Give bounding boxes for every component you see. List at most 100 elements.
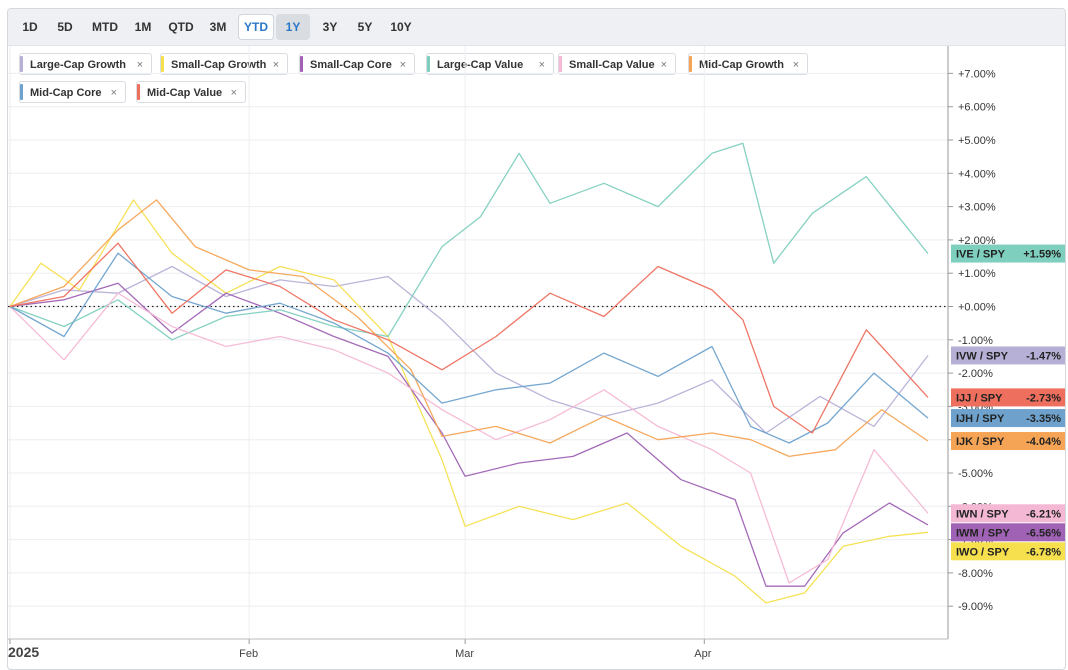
series-line [9,292,929,584]
series-line [9,142,929,341]
series-line [9,199,929,458]
end-label-ticker: IJK / SPY [956,436,1005,448]
series-line [9,242,929,434]
series-end-label: IWO / SPY -6.78% [951,542,1065,561]
chart-panel: 1D 5D MTD 1M QTD 3M YTD 1Y 3Y 5Y 10Y Large-Cap Gro… [7,8,1066,670]
y-tick-label: +3.00% [958,202,996,214]
close-icon[interactable]: × [399,59,406,71]
range-button-mtd[interactable]: MTD [92,20,118,34]
x-tick-label: Apr [694,648,711,660]
end-label-box [951,432,1065,451]
series-line [9,252,929,444]
range-button-ytd[interactable]: YTD [238,14,274,40]
y-tick-label: +0.00% [958,302,996,314]
end-label-ticker: IVW / SPY [956,350,1009,362]
legend-label: Small-Cap Growth [171,59,267,71]
y-tick-label: +6.00% [958,102,996,114]
range-button-qtd[interactable]: QTD [168,20,194,34]
close-icon[interactable]: × [110,87,117,99]
range-button-3y[interactable]: 3Y [322,20,338,34]
series-end-label: IJK / SPY -4.04% [951,432,1065,451]
end-label-value: -4.04% [1026,436,1061,448]
legend-swatch [559,56,562,72]
line-chart: 2025 Feb Mar Apr +7.00% +6.00% +5.00% +4.00% +3.… [8,46,1065,660]
close-icon[interactable]: × [272,59,279,71]
legend-chip[interactable]: Mid-Cap Growth × [688,53,808,75]
y-tick-label: -5.00% [958,468,993,480]
legend-label: Small-Cap Core [310,59,392,71]
range-button-5d[interactable]: 5D [57,20,73,34]
series-line [9,265,929,434]
end-label-value: -6.21% [1026,508,1061,520]
end-label-box [951,388,1065,407]
x-tick-label: 2025 [8,644,39,660]
end-label-box [951,523,1065,542]
end-label-ticker: IJJ / SPY [956,392,1003,404]
range-button-5y[interactable]: 5Y [357,20,373,34]
legend-chip[interactable]: Small-Cap Growth × [160,53,288,75]
series-line [9,199,929,604]
end-label-ticker: IWN / SPY [956,508,1009,520]
range-button-10y[interactable]: 10Y [390,20,412,34]
y-tick-label: -7.00% [958,535,993,547]
range-button-3m[interactable]: 3M [209,20,227,34]
range-button-1m[interactable]: 1M [134,20,152,34]
y-tick-label: -9.00% [958,601,993,613]
y-tick-label: +4.00% [958,168,996,180]
end-label-ticker: IJH / SPY [956,413,1005,425]
end-label-value: -6.78% [1026,546,1061,558]
legend-chip[interactable]: Mid-Cap Core × [19,81,126,103]
end-label-box [951,542,1065,561]
legend-label: Small-Cap Value [569,59,655,71]
y-tick-label: -2.00% [958,368,993,380]
end-label-ticker: IVE / SPY [956,249,1006,261]
y-tick-label: +2.00% [958,235,996,247]
close-icon[interactable]: × [230,87,237,99]
y-tick-label: -8.00% [958,568,993,580]
end-label-value: -2.73% [1026,392,1061,404]
series-end-label: IVE / SPY +1.59% [951,244,1065,263]
end-label-ticker: IWO / SPY [956,546,1010,558]
series-end-label: IJH / SPY -3.35% [951,409,1065,428]
y-tick-label: -4.00% [958,435,993,447]
x-tick-label: Feb [239,648,258,660]
legend-label: Large-Cap Growth [30,59,126,71]
legend-chip[interactable]: Small-Cap Value × [558,53,676,75]
close-icon[interactable]: × [136,59,143,71]
series-line [9,282,929,587]
close-icon[interactable]: × [792,59,799,71]
series-end-label: IWN / SPY -6.21% [951,504,1065,523]
legend-chip[interactable]: Large-Cap Growth × [19,53,152,75]
range-button-1d[interactable]: 1D [22,20,38,34]
end-label-box [951,346,1065,365]
end-label-box [951,409,1065,428]
y-tick-label: -6.00% [958,501,993,513]
y-tick-label: -3.00% [958,401,993,413]
end-label-value: -6.56% [1026,527,1061,539]
series-end-label: IJJ / SPY -2.73% [951,388,1065,407]
end-label-value: +1.59% [1023,249,1061,261]
legend-label: Mid-Cap Growth [699,59,784,71]
close-icon[interactable]: × [538,59,545,71]
legend-swatch [427,56,430,72]
end-label-value: -3.35% [1026,413,1061,425]
legend-chip[interactable]: Small-Cap Core × [299,53,415,75]
end-label-box [951,244,1065,263]
legend-label: Mid-Cap Core [30,87,102,99]
legend-label: Large-Cap Value [437,59,524,71]
end-label-box [951,504,1065,523]
y-tick-label: +1.00% [958,268,996,280]
range-toolbar: 1D 5D MTD 1M QTD 3M YTD 1Y 3Y 5Y 10Y [8,9,1065,46]
legend-swatch [300,56,303,72]
legend-swatch [20,84,23,100]
close-icon[interactable]: × [660,59,667,71]
legend-chip[interactable]: Mid-Cap Value × [136,81,246,103]
end-label-value: -1.47% [1026,350,1061,362]
legend-swatch [137,84,140,100]
legend-label: Mid-Cap Value [147,87,223,99]
range-button-1y[interactable]: 1Y [276,14,310,40]
series-end-label: IVW / SPY -1.47% [951,346,1065,365]
legend-chip[interactable]: Large-Cap Value × [426,53,554,75]
y-tick-label: -1.00% [958,335,993,347]
legend-swatch [20,56,23,72]
